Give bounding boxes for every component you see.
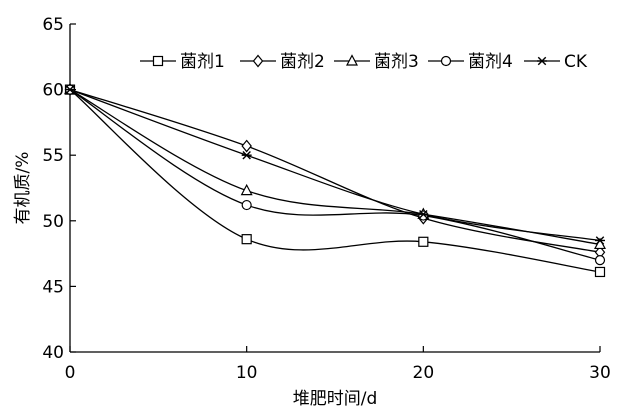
triangle-marker-shape	[240, 183, 253, 196]
triangle-marker-shape	[346, 54, 358, 66]
asterisk-stroke	[537, 56, 547, 66]
asterisk-stroke	[242, 150, 251, 160]
square-marker-shape	[594, 266, 606, 278]
asterisk-stroke	[65, 85, 75, 94]
square-marker-shape	[418, 236, 429, 247]
triangle-marker	[240, 183, 253, 196]
legend-item-3: 菌剂3	[334, 52, 419, 72]
x-axis-title: 堆肥时间/d	[293, 389, 378, 409]
x-tick-label: 10	[236, 363, 258, 383]
diamond-marker	[241, 139, 252, 153]
legend-label: 菌剂3	[374, 52, 419, 72]
y-tick-label: 55	[42, 146, 64, 166]
circle-marker	[594, 255, 606, 266]
x-tick-label: 0	[65, 363, 76, 383]
series-line	[69, 88, 601, 253]
asterisk-marker	[65, 85, 75, 94]
legend-asterisk-marker	[537, 56, 547, 66]
series-2	[64, 83, 606, 259]
x-tick-label: 30	[589, 363, 611, 383]
y-tick-label: 65	[42, 15, 64, 35]
square-marker	[594, 266, 606, 278]
series-line	[69, 88, 601, 242]
diamond-marker-shape	[241, 139, 252, 153]
series-1	[64, 84, 606, 278]
asterisk-marker	[418, 209, 429, 219]
asterisk-marker	[241, 150, 252, 160]
legend-label: CK	[564, 52, 588, 72]
square-marker	[241, 234, 252, 245]
circle-marker-shape	[440, 55, 452, 67]
series-line	[69, 89, 601, 261]
legend-item-4: 菌剂4	[428, 52, 513, 72]
asterisk-stroke	[595, 236, 605, 245]
y-tick-label: 40	[42, 343, 64, 363]
legend-label: 菌剂4	[468, 52, 513, 72]
circle-marker	[241, 199, 252, 211]
legend-label: 菌剂1	[180, 52, 225, 72]
axes: 40 45 50 55 60 65 0 10 20 30	[42, 15, 610, 383]
y-axis-title: 有机质/%	[13, 152, 33, 225]
asterisk-stroke	[419, 209, 428, 219]
circle-marker-shape	[594, 255, 606, 266]
square-marker-shape	[152, 55, 164, 67]
y-tick-label: 50	[42, 212, 64, 232]
legend-label: 菌剂2	[280, 52, 325, 72]
x-tick-label: 20	[413, 363, 435, 383]
square-marker	[418, 236, 429, 247]
legend-item-1: 菌剂1	[140, 52, 225, 72]
y-tick-label: 60	[42, 81, 64, 101]
legend-item-2: 菌剂2	[240, 52, 325, 72]
legend-item-5: CK	[524, 52, 588, 72]
legend-circle-marker	[440, 55, 452, 67]
circle-marker-shape	[241, 199, 252, 211]
square-marker-shape	[241, 234, 252, 245]
series-layer	[64, 82, 606, 278]
series-3	[64, 82, 606, 250]
legend-diamond-marker	[252, 54, 264, 68]
series-4	[64, 84, 606, 266]
legend: 菌剂1 菌剂2 菌剂3 菌剂4 CK	[140, 52, 588, 72]
diamond-marker-shape	[252, 54, 264, 68]
legend-square-marker	[152, 55, 164, 67]
asterisk-marker	[595, 236, 605, 245]
series-line	[69, 89, 601, 273]
y-tick-label: 45	[42, 277, 64, 297]
legend-triangle-marker	[346, 54, 358, 66]
series-5	[65, 85, 605, 245]
